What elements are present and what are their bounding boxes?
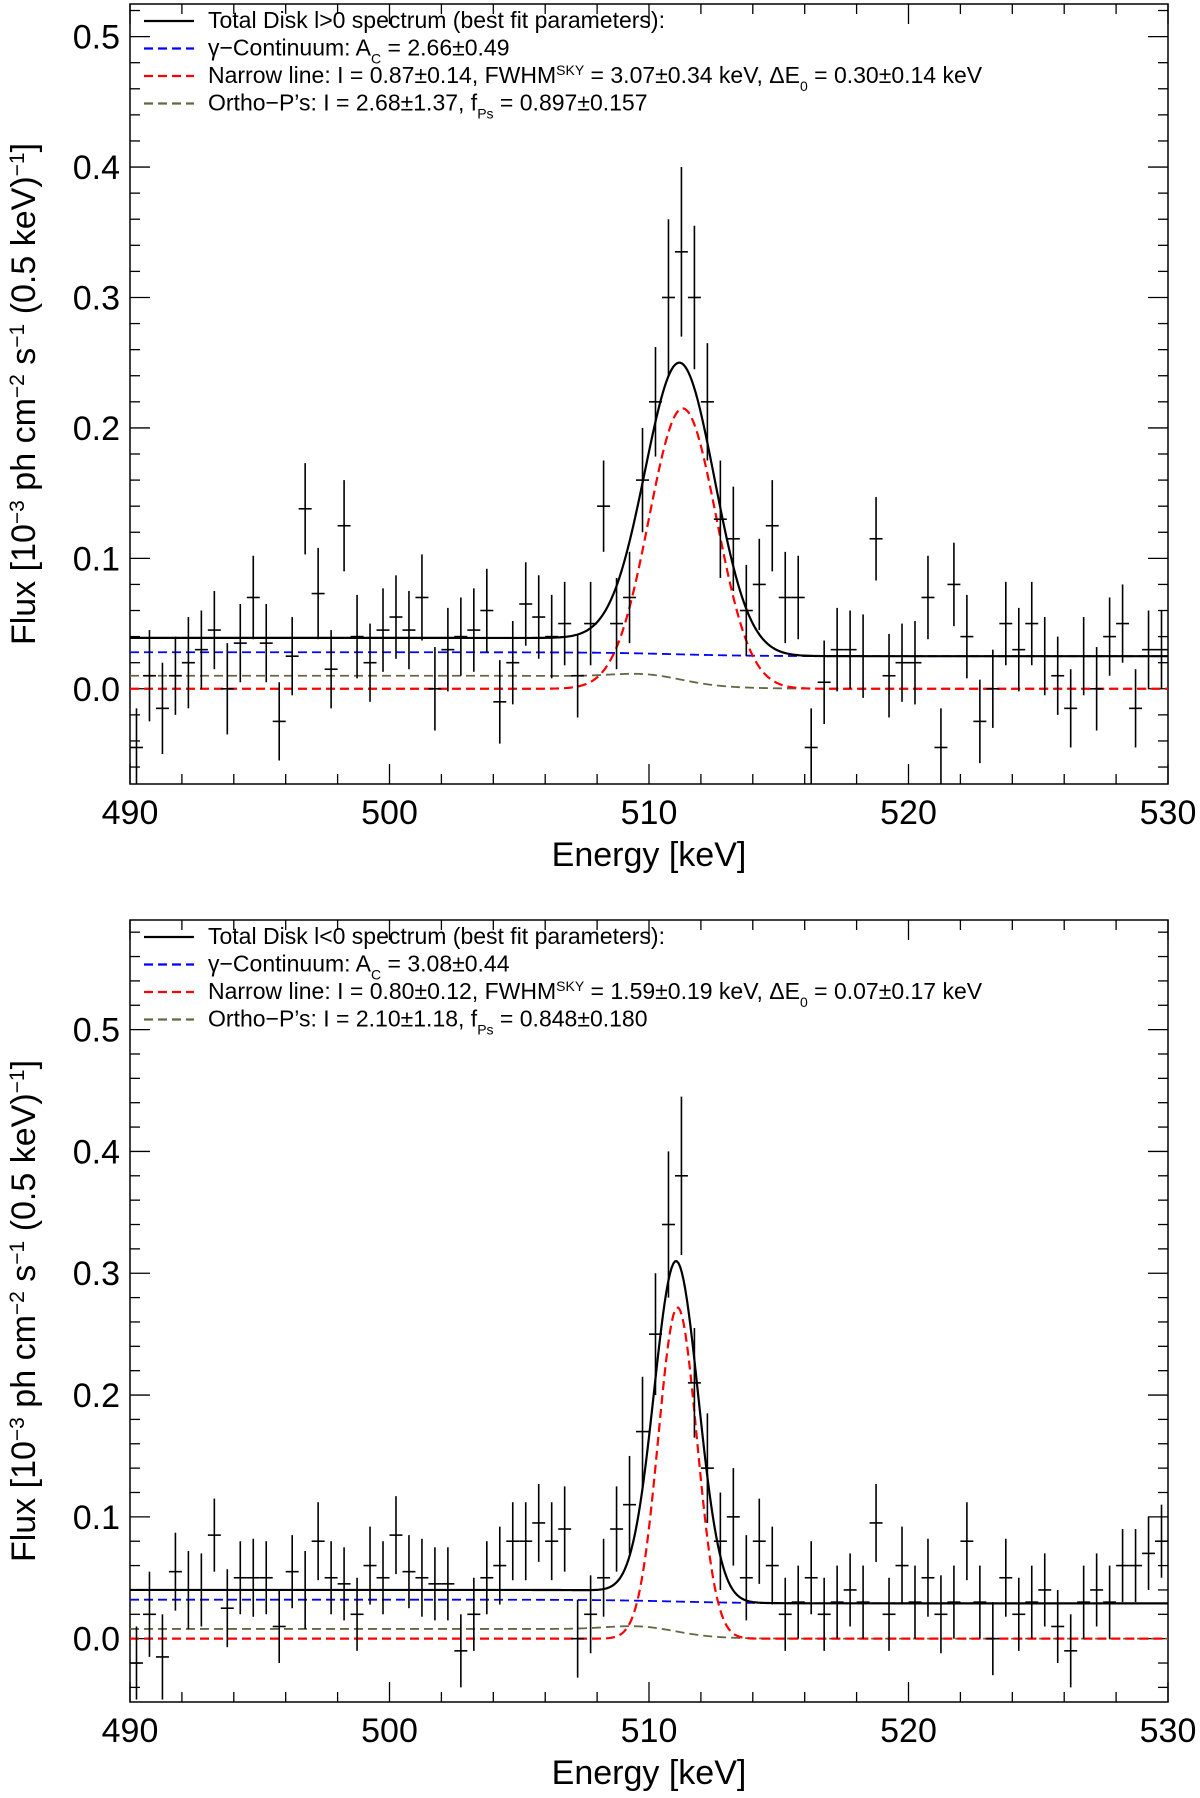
- continuum-curve: [130, 1598, 1168, 1605]
- x-axis-title: Energy [keV]: [552, 1754, 747, 1792]
- text-run: Narrow line: I = 0.87±0.14, FWHM: [208, 62, 556, 88]
- y-tick-label: 0.5: [73, 1012, 120, 1050]
- x-tick-label: 490: [102, 1712, 159, 1750]
- subscript: C: [371, 967, 381, 983]
- subscript: Ps: [477, 106, 493, 122]
- y-tick-label: 0.1: [73, 540, 120, 578]
- y-tick-label: 0.5: [73, 19, 120, 57]
- subscript: 0: [800, 994, 808, 1010]
- subscript: Ps: [477, 1022, 493, 1038]
- continuum-curve: [130, 651, 1168, 658]
- text-run: Flux [10: [5, 1441, 43, 1562]
- x-tick-label: 510: [621, 1712, 678, 1750]
- y-tick-label: 0.2: [73, 1377, 120, 1415]
- text-run: = 0.30±0.14 keV: [808, 62, 983, 88]
- text-run: γ−Continuum: A: [208, 951, 372, 977]
- narrow-line-curve: [130, 407, 1168, 690]
- x-tick-label: 520: [880, 1712, 937, 1750]
- text-run: ph cm: [5, 1315, 43, 1417]
- text-run: s: [5, 348, 43, 374]
- legend-label: γ−Continuum: AC = 3.08±0.44: [208, 951, 510, 983]
- legend: Total Disk l<0 spectrum (best fit parame…: [144, 923, 983, 1038]
- y-tick-label: 0.0: [73, 671, 120, 709]
- y-tick-label: 0.4: [73, 149, 120, 187]
- superscript: −3: [6, 500, 29, 524]
- text-run: s: [5, 1265, 43, 1291]
- y-tick-label: 0.2: [73, 410, 120, 448]
- subscript: C: [371, 51, 381, 67]
- superscript: −2: [6, 374, 29, 398]
- text-run: ph cm: [5, 398, 43, 500]
- spectrum-panel-top: 490 500 510 520 530 0.0 0.1 0.2 0.3 0.4 0.5 Energy …: [5, 3, 1197, 874]
- x-tick-label: 500: [361, 1712, 418, 1750]
- text-run: = 0.07±0.17 keV: [808, 978, 983, 1004]
- text-run: (0.5 keV): [5, 1093, 43, 1240]
- legend-label: Total Disk l<0 spectrum (best fit parame…: [208, 923, 665, 949]
- text-run: ]: [5, 1060, 43, 1069]
- legend-label: Ortho−P’s: I = 2.10±1.18, fPs = 0.848±0.…: [208, 1006, 648, 1038]
- text-run: (0.5 keV): [5, 176, 43, 323]
- legend: Total Disk l>0 spectrum (best fit parame…: [144, 7, 983, 122]
- text-run: = 0.848±0.180: [494, 1006, 648, 1032]
- ortho-ps-curve: [130, 672, 1168, 690]
- text-run: = 3.08±0.44: [381, 951, 510, 977]
- y-tick-label: 0.3: [73, 1255, 120, 1293]
- text-run: Ortho−P’s: I = 2.68±1.37, f: [208, 90, 478, 116]
- legend-label: Narrow line: I = 0.87±0.14, FWHMSKY = 3.…: [208, 62, 983, 94]
- ortho-ps-curve: [130, 1625, 1168, 1640]
- superscript: −1: [6, 152, 29, 176]
- x-tick-label: 510: [621, 794, 678, 832]
- text-run: = 1.59±0.19 keV, ΔE: [584, 978, 800, 1004]
- y-tick-label: 0.1: [73, 1499, 120, 1537]
- x-tick-label: 530: [1140, 794, 1197, 832]
- text-run: ]: [5, 143, 43, 152]
- narrow-line-curve: [130, 1306, 1168, 1640]
- text-run: = 3.07±0.34 keV, ΔE: [584, 62, 800, 88]
- text-run: Total Disk l>0 spectrum (best fit parame…: [208, 7, 665, 33]
- superscript: −1: [6, 1069, 29, 1093]
- superscript: SKY: [556, 978, 585, 994]
- superscript: −3: [6, 1417, 29, 1441]
- superscript: −1: [6, 324, 29, 348]
- y-tick-label: 0.0: [73, 1621, 120, 1659]
- superscript: −2: [6, 1291, 29, 1315]
- text-run: Total Disk l<0 spectrum (best fit parame…: [208, 923, 665, 949]
- legend-label: Narrow line: I = 0.80±0.12, FWHMSKY = 1.…: [208, 978, 983, 1010]
- text-run: = 0.897±0.157: [494, 90, 648, 116]
- x-tick-label: 500: [361, 794, 418, 832]
- x-tick-label: 490: [102, 794, 159, 832]
- data-points: [130, 167, 1168, 784]
- legend-label: Total Disk l>0 spectrum (best fit parame…: [208, 7, 665, 33]
- model-curves: [130, 361, 1168, 690]
- superscript: SKY: [556, 62, 585, 78]
- text-run: Ortho−P’s: I = 2.10±1.18, f: [208, 1006, 478, 1032]
- y-tick-label: 0.4: [73, 1133, 120, 1171]
- text-run: Narrow line: I = 0.80±0.12, FWHM: [208, 978, 556, 1004]
- x-tick-label: 530: [1140, 1712, 1197, 1750]
- legend-label: γ−Continuum: AC = 2.66±0.49: [208, 35, 510, 67]
- legend-label: Ortho−P’s: I = 2.68±1.37, fPs = 0.897±0.…: [208, 90, 648, 122]
- y-axis-title: Flux [10−3 ph cm−2 s−1 (0.5 keV)−1]: [5, 1060, 43, 1562]
- text-run: = 2.66±0.49: [381, 35, 509, 61]
- data-points: [130, 1096, 1168, 1700]
- y-axis-title: Flux [10−3 ph cm−2 s−1 (0.5 keV)−1]: [5, 143, 43, 645]
- text-run: γ−Continuum: A: [208, 35, 372, 61]
- spectrum-panel-bottom: 490 500 510 520 530 0.0 0.1 0.2 0.3 0.4 0.5 Energy …: [5, 919, 1197, 1792]
- superscript: −1: [6, 1241, 29, 1265]
- total-model-curve: [130, 361, 1168, 658]
- y-tick-label: 0.3: [73, 279, 120, 317]
- x-axis-title: Energy [keV]: [552, 836, 747, 874]
- text-run: Flux [10: [5, 524, 43, 645]
- subscript: 0: [800, 78, 808, 94]
- x-tick-label: 520: [880, 794, 937, 832]
